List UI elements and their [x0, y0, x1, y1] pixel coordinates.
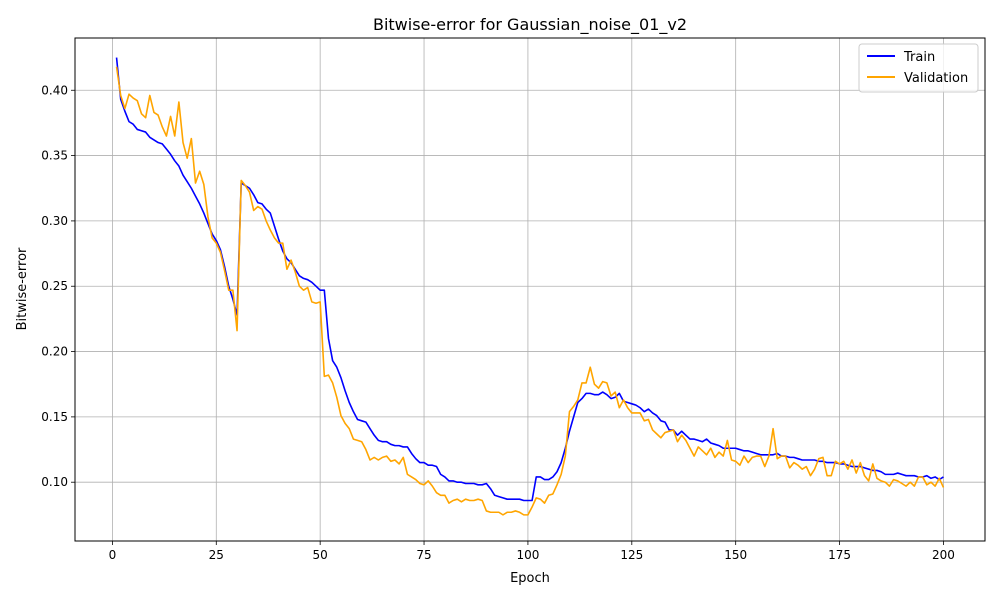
y-tick-label: 0.30 — [41, 214, 68, 228]
x-tick-label: 125 — [620, 548, 643, 562]
series-layer — [115, 57, 945, 516]
chart-title: Bitwise-error for Gaussian_noise_01_v2 — [373, 15, 687, 35]
y-axis: 0.10 0.15 0.20 0.25 0.30 0.35 0.40 — [41, 83, 75, 489]
legend: Train Validation — [858, 43, 979, 93]
x-tick-label: 175 — [828, 548, 851, 562]
x-tick-label: 150 — [724, 548, 747, 562]
legend-label-train: Train — [903, 50, 935, 65]
y-tick-label: 0.15 — [41, 410, 68, 424]
x-tick-label: 0 — [109, 548, 117, 562]
series-line-train — [115, 57, 944, 502]
y-tick-label: 0.35 — [41, 149, 68, 163]
x-tick-label: 50 — [313, 548, 328, 562]
y-axis-label: Bitwise-error — [15, 247, 30, 330]
series-line-validation — [115, 66, 945, 516]
y-tick-label: 0.20 — [41, 345, 68, 359]
x-tick-label: 200 — [932, 548, 955, 562]
x-tick-label: 25 — [209, 548, 224, 562]
x-tick-label: 100 — [516, 548, 539, 562]
x-axis-label: Epoch — [510, 571, 550, 586]
x-axis: 0 25 50 75 100 125 150 175 200 — [109, 541, 955, 562]
legend-label-validation: Validation — [904, 71, 968, 86]
grid — [75, 38, 985, 541]
y-tick-label: 0.10 — [41, 475, 68, 489]
plot-frame — [74, 37, 986, 542]
y-tick-label: 0.40 — [41, 83, 68, 97]
y-tick-label: 0.25 — [41, 279, 68, 293]
x-tick-label: 75 — [416, 548, 431, 562]
